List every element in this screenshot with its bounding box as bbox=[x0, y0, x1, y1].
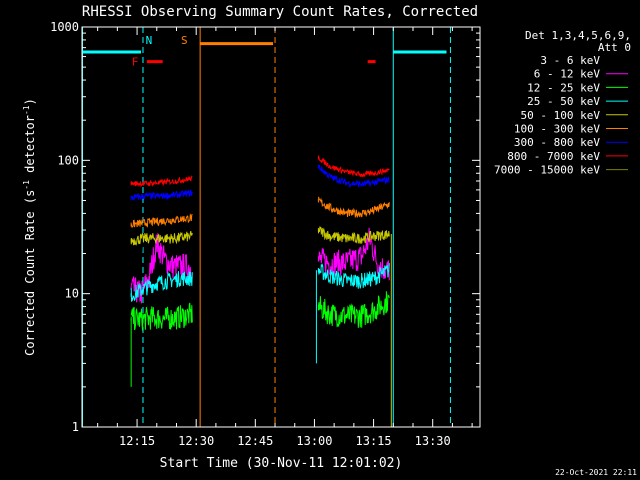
series-trace bbox=[318, 164, 390, 189]
x-tick-label: 13:00 bbox=[296, 434, 332, 448]
y-label-sup1: -1 bbox=[22, 180, 31, 190]
legend-item-label: 6 - 12 keV bbox=[534, 68, 601, 81]
y-tick-label: 100 bbox=[57, 153, 79, 167]
series-trace bbox=[130, 230, 193, 246]
y-tick-label: 1000 bbox=[50, 20, 79, 34]
legend-item-label: 7000 - 15000 keV bbox=[494, 164, 600, 177]
series-trace bbox=[317, 263, 390, 289]
chart-title: RHESSI Observing Summary Count Rates, Co… bbox=[82, 4, 478, 20]
x-tick-label: 13:30 bbox=[415, 434, 451, 448]
legend-item-label: 3 - 6 keV bbox=[540, 54, 600, 67]
series-trace bbox=[317, 291, 390, 328]
series-lines bbox=[130, 155, 390, 331]
legend-item-label: 25 - 50 keV bbox=[527, 95, 600, 108]
y-tick-label: 10 bbox=[65, 287, 79, 301]
x-axis-ticks: 12:15 12:30 12:45 13:00 13:15 13:30 bbox=[97, 27, 473, 448]
x-tick-label: 12:15 bbox=[119, 434, 155, 448]
series-trace bbox=[130, 302, 193, 331]
legend-item-label: 100 - 300 keV bbox=[514, 123, 600, 136]
series-trace bbox=[317, 155, 390, 178]
annotation-label: N bbox=[146, 34, 153, 47]
y-label-mid: detector bbox=[23, 115, 37, 180]
legend-item-label: 50 - 100 keV bbox=[521, 109, 601, 122]
legend-item-label: 300 - 800 keV bbox=[514, 136, 600, 149]
annotations: N S F bbox=[132, 34, 188, 69]
x-axis-label: Start Time (30-Nov-11 12:01:02) bbox=[160, 456, 403, 471]
legend-item-label: 800 - 7000 keV bbox=[507, 150, 600, 163]
vertical-markers bbox=[82, 27, 451, 427]
date-stamp: 22-Oct-2021 22:11 bbox=[555, 468, 637, 477]
y-label-sup2: -1 bbox=[22, 105, 31, 115]
drop-lines bbox=[130, 234, 392, 427]
annotation-label: F bbox=[132, 56, 139, 69]
x-tick-label: 12:45 bbox=[237, 434, 273, 448]
plot-frame bbox=[81, 26, 481, 428]
series-trace bbox=[130, 175, 193, 188]
legend-item-label: 12 - 25 keV bbox=[527, 81, 600, 94]
series-trace bbox=[130, 212, 193, 228]
y-label-end: ) bbox=[23, 98, 37, 105]
x-tick-label: 13:15 bbox=[356, 434, 392, 448]
series-trace bbox=[130, 271, 193, 302]
annotation-label: S bbox=[181, 34, 188, 47]
legend-header-line2: Att 0 bbox=[598, 41, 631, 54]
status-bars bbox=[82, 42, 447, 64]
series-trace bbox=[317, 226, 390, 244]
x-tick-label: 12:30 bbox=[178, 434, 214, 448]
series-trace bbox=[317, 196, 390, 219]
series-trace bbox=[130, 188, 193, 202]
y-label-main: Corrected Count Rate (s bbox=[23, 190, 37, 356]
y-tick-label: 1 bbox=[72, 420, 79, 434]
y-axis-ticks: 1 10 100 1000 bbox=[50, 20, 480, 434]
legend-header-line1: Det 1,3,4,5,6,9, bbox=[525, 29, 631, 42]
y-axis-label: Corrected Count Rate (s-1 detector-1) bbox=[22, 98, 37, 356]
